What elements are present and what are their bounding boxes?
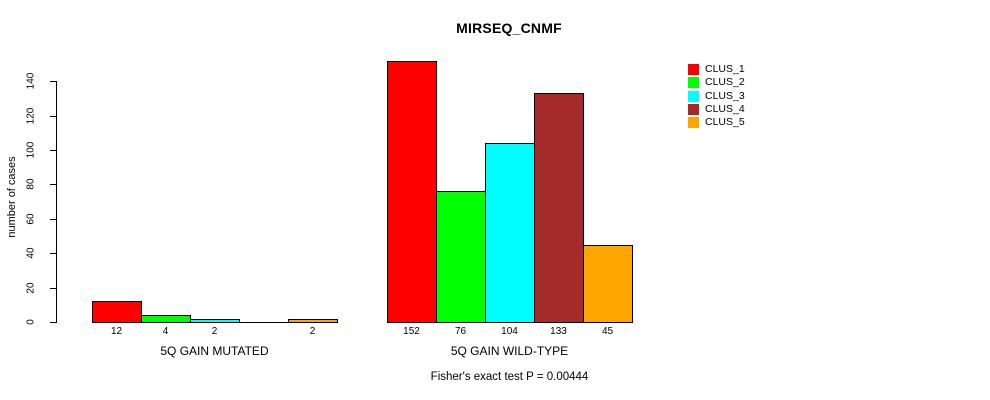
y-tick-label: 0 bbox=[25, 319, 37, 325]
bar-label: 76 bbox=[454, 326, 467, 337]
y-tick bbox=[50, 150, 56, 151]
bar bbox=[92, 301, 142, 323]
legend-label: CLUS_3 bbox=[705, 90, 745, 102]
bar-label: 4 bbox=[162, 326, 169, 337]
legend-label: CLUS_4 bbox=[705, 103, 745, 115]
y-tick bbox=[50, 116, 56, 117]
y-tick-label: 60 bbox=[25, 213, 37, 225]
y-tick bbox=[50, 81, 56, 82]
legend-swatch bbox=[688, 77, 699, 88]
bar-label: 45 bbox=[601, 326, 614, 337]
bar-label: 104 bbox=[501, 326, 518, 337]
legend-label: CLUS_5 bbox=[705, 116, 745, 128]
y-tick-label: 40 bbox=[25, 247, 37, 259]
y-tick bbox=[50, 184, 56, 185]
legend-swatch bbox=[688, 104, 699, 115]
bar-label: 133 bbox=[550, 326, 567, 337]
legend-swatch bbox=[688, 64, 699, 75]
y-axis-line bbox=[56, 81, 57, 323]
legend-label: CLUS_2 bbox=[705, 76, 745, 88]
y-tick bbox=[50, 219, 56, 220]
legend-item: CLUS_4 bbox=[688, 104, 768, 116]
y-tick-label: 80 bbox=[25, 178, 37, 190]
legend-swatch bbox=[688, 91, 699, 102]
group-label: 5Q GAIN WILD-TYPE bbox=[450, 344, 569, 358]
fisher-test-footnote: Fisher's exact test P = 0.00444 bbox=[430, 371, 589, 383]
legend-item: CLUS_2 bbox=[688, 77, 768, 89]
y-tick-label: 140 bbox=[25, 72, 37, 90]
bar-label: 2 bbox=[211, 326, 218, 337]
bar-label: 12 bbox=[110, 326, 123, 337]
group-baseline bbox=[92, 322, 338, 323]
y-axis-label: number of cases bbox=[6, 156, 18, 238]
group-baseline bbox=[387, 322, 633, 323]
y-tick bbox=[50, 322, 56, 323]
y-tick bbox=[50, 253, 56, 254]
y-tick-label: 120 bbox=[25, 107, 37, 125]
legend-swatch bbox=[688, 117, 699, 128]
y-tick bbox=[50, 288, 56, 289]
group-label: 5Q GAIN MUTATED bbox=[160, 344, 269, 358]
bar bbox=[436, 191, 486, 323]
bar bbox=[583, 245, 633, 323]
y-tick-label: 100 bbox=[25, 141, 37, 159]
bar-label: 2 bbox=[309, 326, 316, 337]
legend-item: CLUS_1 bbox=[688, 64, 768, 76]
legend-item: CLUS_3 bbox=[688, 91, 768, 103]
legend-label: CLUS_1 bbox=[705, 63, 745, 75]
bar bbox=[534, 93, 584, 323]
bar bbox=[485, 143, 535, 323]
legend-item: CLUS_5 bbox=[688, 117, 768, 129]
chart-title: MIRSEQ_CNMF bbox=[456, 20, 562, 36]
bar bbox=[387, 61, 437, 323]
y-tick-label: 20 bbox=[25, 282, 37, 294]
bar-label: 152 bbox=[403, 326, 420, 337]
